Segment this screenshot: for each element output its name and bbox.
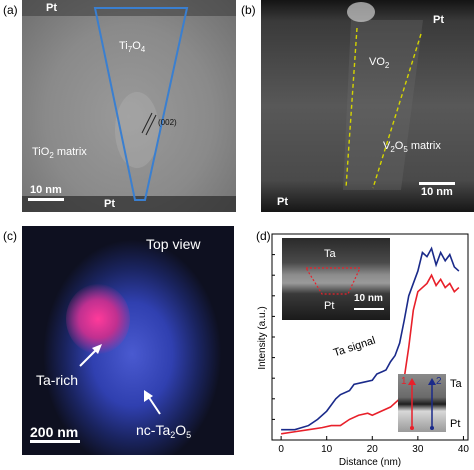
- x-tick-label: 40: [458, 444, 470, 455]
- pt-top-label-b: Pt: [433, 14, 444, 26]
- tem-image-b-overlay: [343, 2, 455, 190]
- profile-ta-label: Ta: [450, 378, 462, 390]
- x-tick-label: 20: [367, 444, 379, 455]
- inset-ta-label: Ta: [324, 248, 336, 260]
- dashed-boundary-right: [372, 33, 422, 189]
- panel-label-c: (c): [3, 229, 17, 243]
- inset-scalebar-label: 10 nm: [354, 293, 383, 304]
- tem-image-a: Pt Ti7O4 (002) TiO2 matrix 10 nm Pt: [22, 0, 236, 212]
- scalebar-c: [30, 440, 80, 443]
- inset-pt-label: Pt: [324, 300, 335, 312]
- ta-rich-label: Ta-rich: [36, 372, 79, 388]
- matrix-label-b: V2O5 matrix: [383, 140, 441, 154]
- scalebar-a: [28, 198, 64, 201]
- profile-inset-d: 1 2: [398, 374, 446, 432]
- scalebar-label-b: 10 nm: [421, 186, 453, 198]
- dashed-boundary-left: [345, 27, 358, 189]
- map-image-c-overlay: [30, 344, 161, 443]
- panel-label-b: (b): [241, 3, 256, 17]
- plane-label-a: (002): [158, 118, 177, 127]
- matrix-label-a: TiO2 matrix: [32, 146, 87, 160]
- scalebar-label-c: 200 nm: [30, 424, 79, 440]
- inset-tem-overlay: [304, 267, 384, 310]
- pt-top-label-a: Pt: [46, 2, 57, 14]
- profile-arrows: [408, 378, 436, 430]
- tem-image-a-overlay: [22, 0, 236, 212]
- x-tick-label: 10: [321, 444, 333, 455]
- profile-pt-label: Pt: [450, 418, 461, 430]
- scalebar-label-a: 10 nm: [30, 184, 62, 196]
- profile-1-label: 1: [401, 376, 407, 387]
- x-tick-label: 0: [278, 444, 284, 455]
- panel-label-a: (a): [3, 3, 18, 17]
- nc-ta2o5-label: nc-Ta2O5: [136, 422, 192, 440]
- series-line-2: [281, 246, 460, 431]
- pt-bottom-label-b: Pt: [277, 196, 288, 208]
- funnel-outline: [93, 7, 189, 201]
- map-image-c: Top view Ta-rich nc-Ta2O5 200 nm: [22, 226, 234, 455]
- y-axis-label: Intensity (a.u.): [257, 306, 268, 369]
- scalebar-b: [419, 182, 455, 185]
- inset-tem-d: Ta Pt 10 nm: [282, 238, 390, 320]
- profile-2-label: 2: [436, 376, 442, 387]
- pt-bottom-label-a: Pt: [104, 198, 115, 210]
- x-axis-label: Distance (nm): [339, 457, 401, 468]
- tem-image-b: Pt VO2 V2O5 matrix 10 nm Pt: [261, 0, 474, 212]
- phase-label-a: Ti7O4: [119, 40, 146, 54]
- phase-label-b: VO2: [369, 56, 390, 70]
- panel-label-d: (d): [256, 229, 271, 243]
- x-tick-label: 30: [412, 444, 424, 455]
- top-view-title: Top view: [146, 236, 201, 252]
